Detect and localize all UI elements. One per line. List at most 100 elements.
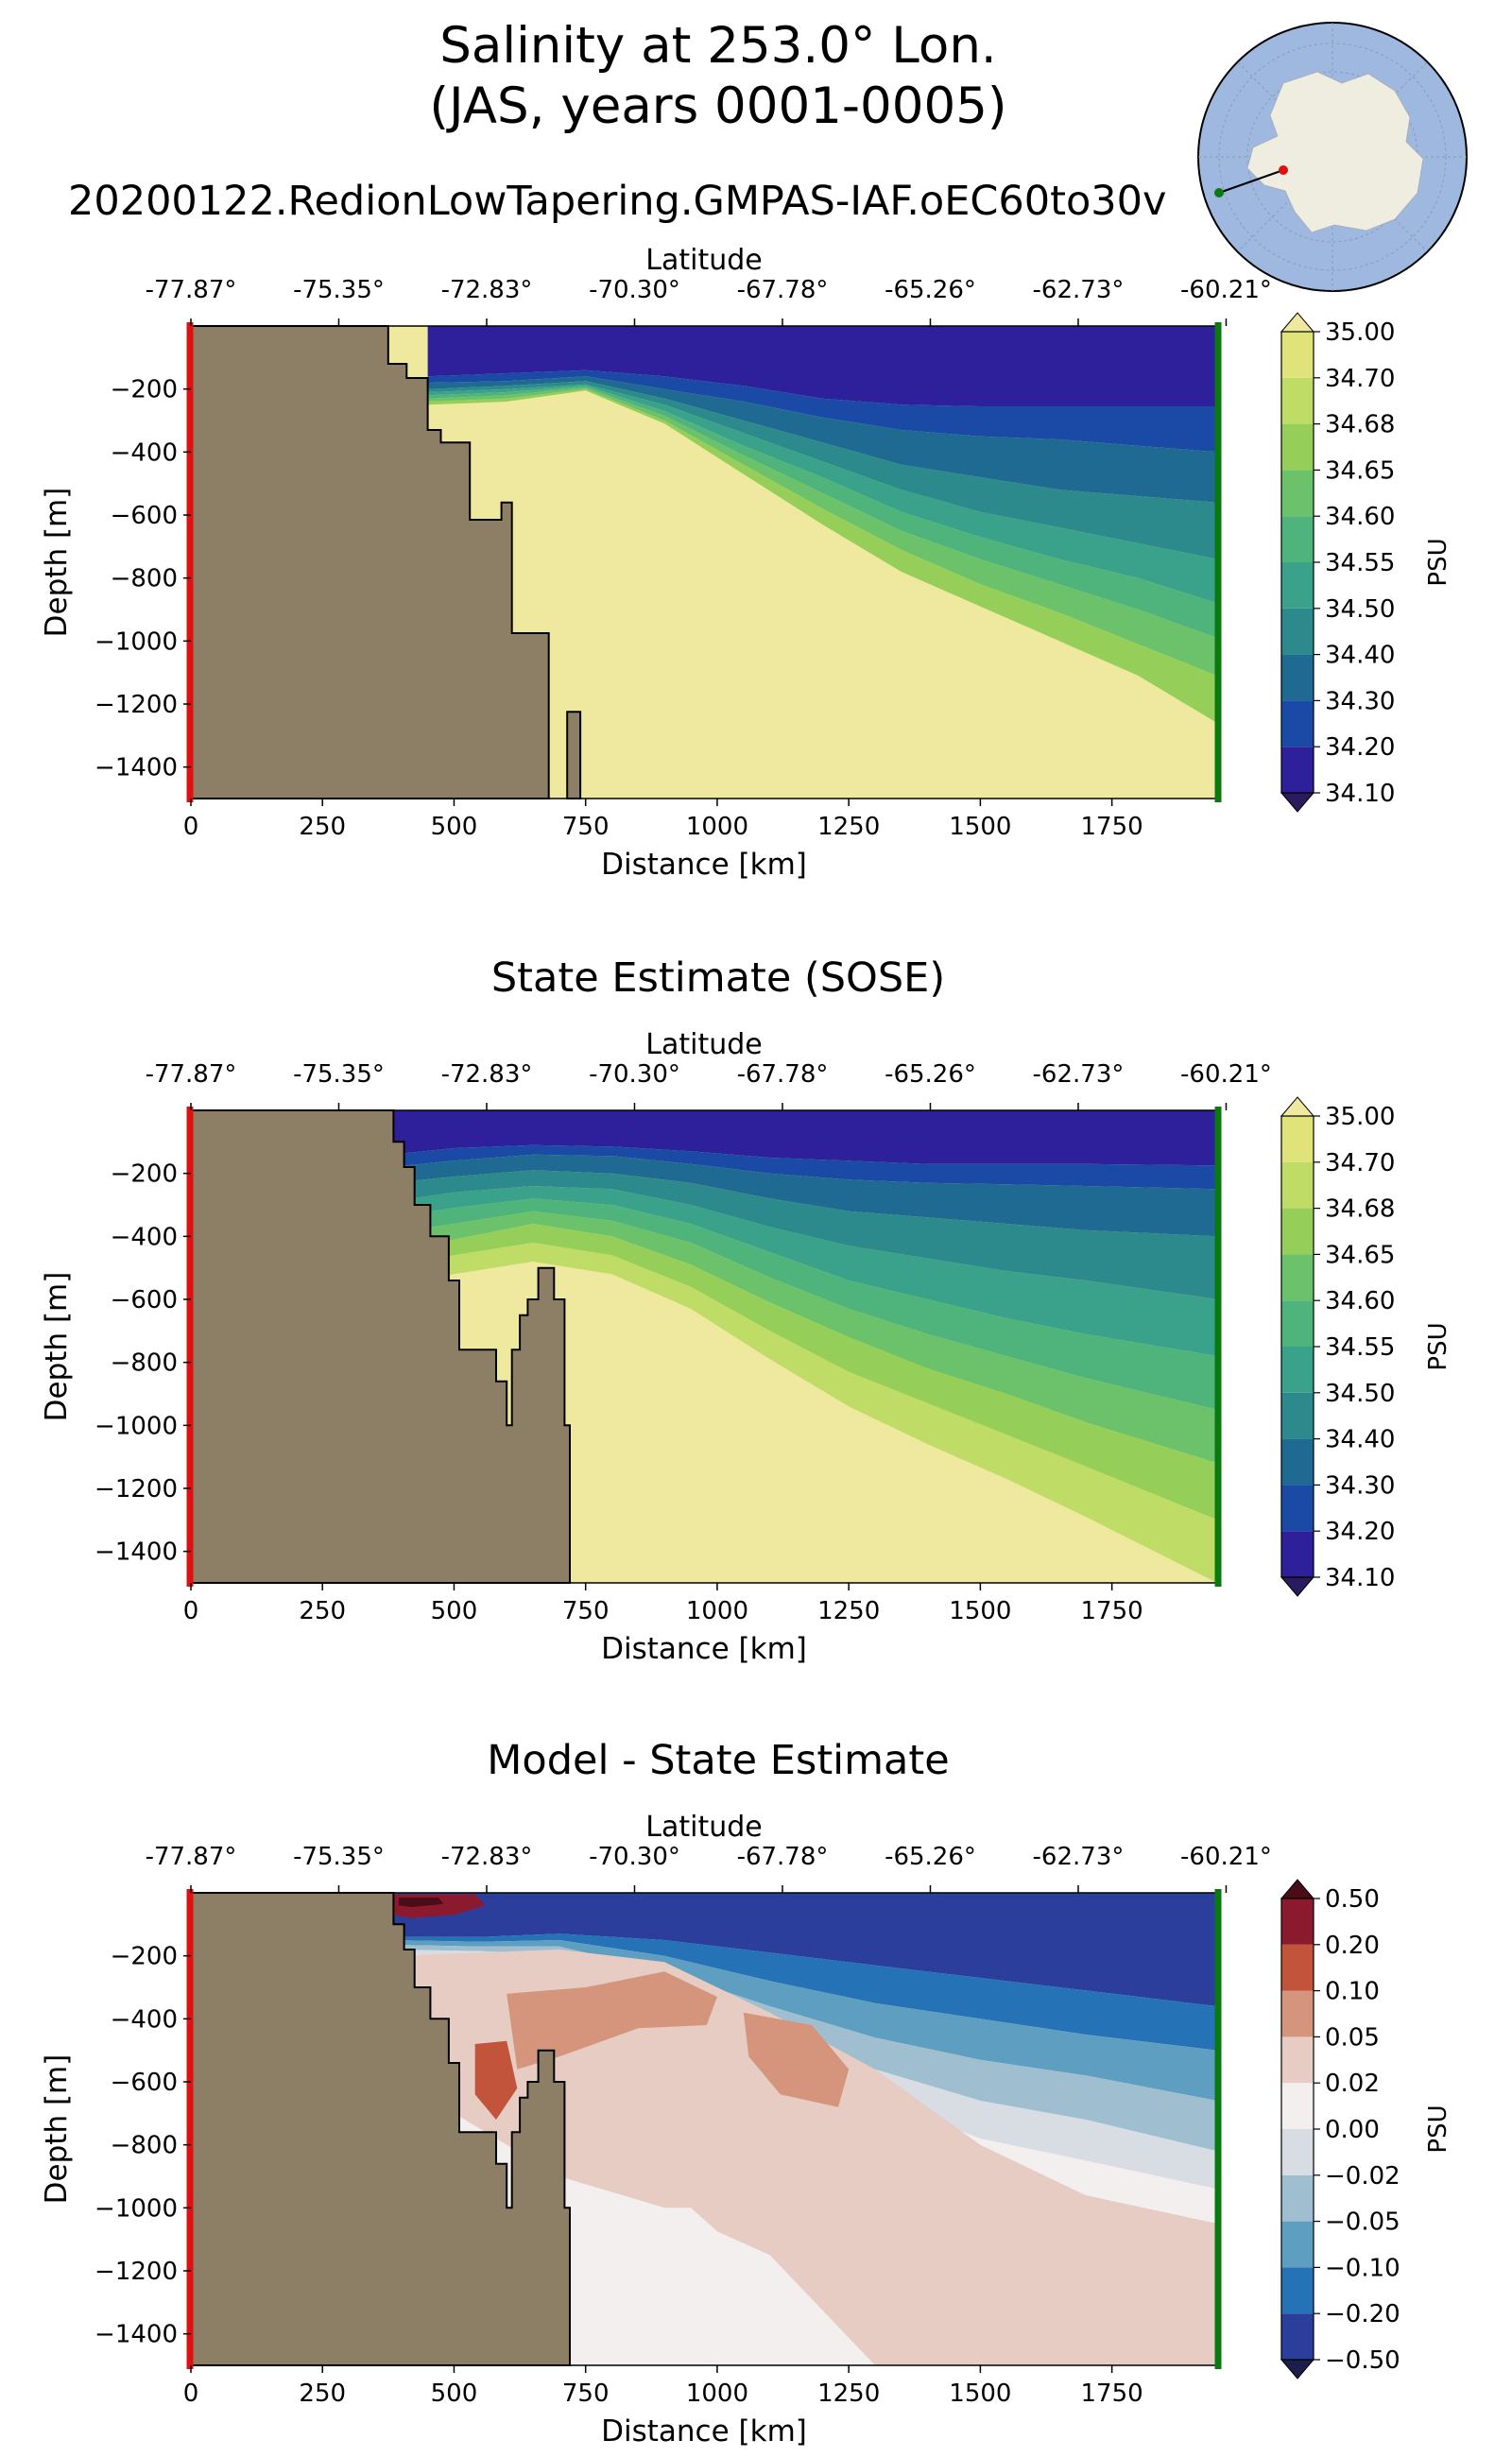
y-tick-label: −400 [111, 438, 178, 467]
colorbar-extend-min [1280, 792, 1315, 813]
layer-34.20 [427, 369, 1218, 453]
colorbar-band [1281, 1944, 1314, 1991]
colorbar-extend-min [1280, 1576, 1315, 1597]
colorbar-tick-label: 34.50 [1325, 1380, 1395, 1408]
x-tick-label: 1500 [949, 2380, 1011, 2408]
colorbar-tick-label: 34.60 [1325, 1287, 1395, 1315]
colorbar-band [1281, 377, 1314, 424]
colorbar-band [1281, 562, 1314, 609]
y-tick-label: −1400 [94, 2321, 178, 2349]
anomaly-0.50-patch [399, 1898, 444, 1907]
anomaly-0.10-patch [474, 2040, 518, 2120]
x-tick-label: 1250 [817, 813, 880, 841]
colorbar-band [1281, 470, 1314, 517]
y-tick-label: −800 [111, 565, 178, 593]
y-tick-label: −600 [111, 502, 178, 530]
colorbar-tick-label: −0.50 [1325, 2346, 1400, 2375]
latitude-tick-label: -62.73° [1033, 1060, 1125, 1089]
latitude-tick-label: -70.30° [589, 1843, 680, 1871]
y-tick-label: −600 [111, 2069, 178, 2097]
colorbar-tick-label: 34.65 [1325, 456, 1395, 485]
latitude-tick-label: -67.78° [737, 1060, 829, 1089]
colorbar-tick-label: 34.50 [1325, 595, 1395, 624]
x-tick-label: 1000 [686, 2380, 748, 2408]
x-tick-label: 0 [183, 813, 199, 841]
colorbar-band [1281, 1300, 1314, 1347]
x-tick-label: 250 [299, 2380, 346, 2408]
y-axis-label: Depth [m] [40, 1272, 74, 1422]
y-tick-label: −800 [111, 2132, 178, 2160]
land-mask [190, 1892, 571, 2366]
x-tick-label: 1000 [686, 1597, 748, 1625]
transect-end-marker [1214, 188, 1224, 198]
neg-band-2 [390, 1940, 1218, 2101]
x-tick-label: 750 [562, 2380, 610, 2408]
anomaly-0.05-patch-2 [743, 2012, 850, 2107]
latitude-tick-label: -62.73° [1033, 276, 1125, 304]
x-tick-label: 750 [562, 813, 610, 841]
y-tick-label: −400 [111, 2005, 178, 2034]
colorbar-band [1281, 423, 1314, 471]
colorbar-band [1281, 700, 1314, 747]
x-axis-label: Distance [km] [601, 2414, 807, 2448]
seamount [566, 711, 582, 799]
colorbar-band [1281, 1347, 1314, 1393]
colorbar-band [1281, 1899, 1314, 1945]
x-tick-label: 1500 [949, 813, 1011, 841]
difference-panel: Latitude -77.87° -75.35° -72.83° -70.30° -67.… [40, 1811, 1452, 2448]
latitude-tick-label: -77.87° [146, 1060, 237, 1089]
colorbar-tick-label: 35.00 [1325, 1103, 1395, 1131]
colorbar-tick-label: 34.20 [1325, 733, 1395, 762]
colorbar-band [1281, 2036, 1314, 2084]
colorbar-band [1281, 1438, 1314, 1486]
colorbar-tick-label: 0.02 [1325, 2070, 1380, 2098]
run-name-title: 20200122.RedionLowTapering.GMPAS-IAF.oEC… [68, 178, 1167, 225]
colorbar-band [1281, 747, 1314, 793]
latitude-tick-label: -67.78° [737, 1843, 829, 1871]
y-tick-label: −800 [111, 1349, 178, 1378]
y-axis-label: Depth [m] [40, 488, 74, 638]
x-tick-label: 500 [431, 813, 478, 841]
panel-2-title: State Estimate (SOSE) [490, 954, 946, 1002]
latitude-tick-label: -75.35° [293, 276, 385, 304]
anomaly-0.05-patch [507, 1971, 717, 2070]
colorbar-tick-label: 34.68 [1325, 411, 1395, 439]
colorbar-tick-label: 35.00 [1325, 318, 1395, 347]
layer-band-1 [390, 1144, 1218, 1190]
y-axis-label: Depth [m] [40, 2054, 74, 2205]
panel-3-title: Model - State Estimate [487, 1737, 950, 1784]
colorbar-band [1281, 1485, 1314, 1532]
x-tick-label: 1000 [686, 813, 748, 841]
x-tick-label: 1750 [1081, 813, 1143, 841]
figure-title-line-1: Salinity at 253.0° Lon. [439, 17, 997, 75]
neg-band-0 [390, 1893, 1218, 2006]
latitude-tick-label: -65.26° [885, 276, 976, 304]
latitude-tick-label: -72.83° [441, 1060, 533, 1089]
antarctica-landmass [1246, 71, 1424, 233]
x-axis-label: Distance [km] [601, 848, 807, 882]
colorbar-extend-max [1280, 312, 1315, 333]
x-tick-label: 1500 [949, 1597, 1011, 1625]
y-tick-label: −1000 [94, 627, 178, 656]
x-tick-label: 0 [183, 1597, 199, 1625]
colorbar-tick-label: 0.10 [1325, 1978, 1380, 2006]
colorbar-band [1281, 2129, 1314, 2175]
colorbar-band [1281, 2313, 1314, 2360]
transect-line-icon [1218, 169, 1284, 194]
x-tick-label: 750 [562, 1597, 610, 1625]
latitude-tick-label: -60.21° [1180, 276, 1272, 304]
colorbar-band [1281, 1208, 1314, 1255]
x-tick-label: 250 [299, 1597, 346, 1625]
layer-band-5 [390, 1198, 1218, 1410]
colorbar-band [1281, 2174, 1314, 2222]
colorbar-tick-label: 0.50 [1325, 1885, 1380, 1914]
latitude-tick-label: -75.35° [293, 1060, 385, 1089]
x-tick-label: 0 [183, 2380, 199, 2408]
colorbar-band [1281, 1254, 1314, 1301]
layer-34.30 [427, 376, 1218, 503]
land-mask [190, 325, 550, 799]
x-tick-label: 1750 [1081, 1597, 1143, 1625]
colorbar-tick-label: 34.68 [1325, 1195, 1395, 1224]
layer-34.40 [427, 381, 1218, 559]
colorbar-tick-label: −0.05 [1325, 2208, 1400, 2237]
